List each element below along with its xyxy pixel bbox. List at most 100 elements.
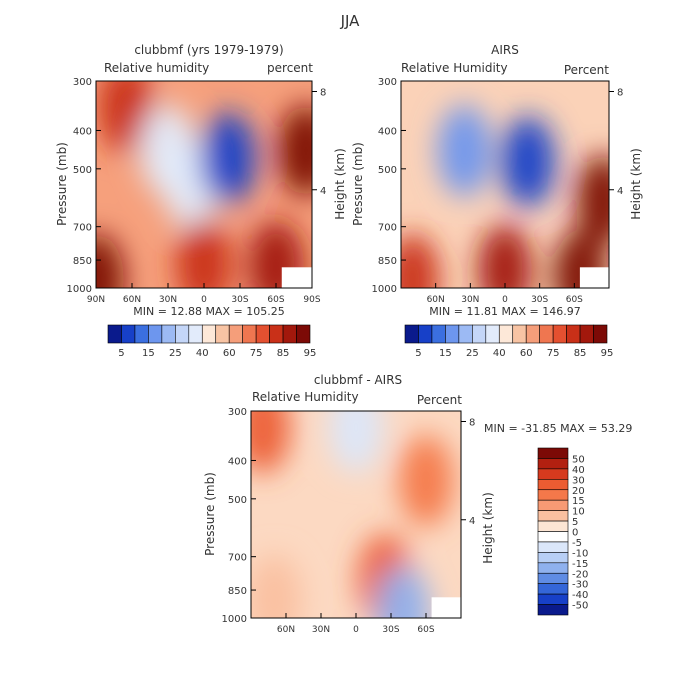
x-tick-label: 0 [353,625,359,635]
x-tick-label: 90S [303,295,320,305]
stats-text: MIN = 11.81 MAX = 146.97 [429,305,580,318]
y-right-tick-label: 4 [617,186,623,197]
contour-region [175,218,233,288]
missing-data-region [431,597,461,618]
contour-region [328,411,384,473]
colorbar-swatch [215,324,230,344]
colorbar-label: -20 [572,569,588,580]
y-tick-label: 300 [73,77,92,88]
colorbar-label: -30 [572,580,588,591]
colorbar-label: 50 [572,454,585,465]
x-tick-label: 60S [267,295,284,305]
x-tick-label: 60N [427,295,445,305]
y-axis-right-label: Height (km) [481,492,495,563]
colorbar-label: 30 [572,475,585,486]
y-tick-label: 500 [378,165,397,176]
y-tick-label: 850 [73,256,92,267]
x-tick-label: 30S [531,295,548,305]
y-axis-label: Pressure (mb) [55,142,69,226]
colorbar-label: 95 [304,348,317,359]
colorbar-swatch [537,520,569,532]
colorbar-swatch [539,324,554,344]
stats-text: MIN = 12.88 MAX = 105.25 [133,305,284,318]
panel-model: clubbmf (yrs 1979-1979) Relative humidit… [55,43,347,318]
y-tick-label: 400 [378,126,397,137]
y-tick-label: 700 [228,553,247,564]
contour-region [437,105,492,197]
colorbar-swatch [107,324,122,344]
colorbar-swatch [255,324,270,344]
colorbar-swatch [579,324,594,344]
contour-region [96,233,125,288]
contour-field [96,81,312,288]
colorbar-swatch [593,324,608,344]
colorbar-label: 0 [572,528,578,539]
y-right-tick-label: 4 [469,516,475,527]
colorbar-label: 40 [572,465,585,476]
y-tick-label: 500 [228,495,247,506]
panel-right-label: Percent [564,63,609,77]
y-tick-label: 400 [228,456,247,467]
colorbar-swatch [537,499,569,511]
missing-data-region [579,267,609,288]
x-tick-label: 60N [277,625,295,635]
x-tick-label: 90N [87,295,105,305]
colorbar-label: 5 [118,348,124,359]
colorbar-label: 40 [196,348,209,359]
y-tick-label: 300 [228,407,247,418]
x-tick-label: 30S [231,295,248,305]
x-tick-label: 0 [502,295,508,305]
y-tick-label: 700 [378,223,397,234]
colorbar-swatch [512,324,527,344]
y-axis-right-label: Height (km) [333,148,347,219]
colorbar-swatch [242,324,257,344]
y-axis-label: Pressure (mb) [351,142,365,226]
y-right-tick-label: 8 [320,88,326,99]
colorbar-swatch [537,541,569,553]
y-tick-label: 300 [378,77,397,88]
colorbar-swatch [148,324,163,344]
missing-data-region [281,267,312,288]
panel-title: clubbmf (yrs 1979-1979) [134,43,283,57]
contour-region [97,81,155,154]
colorbar-label: 85 [277,348,290,359]
colorbar-label: -5 [572,538,582,549]
panel-title: AIRS [491,43,519,57]
colorbar-label: 5 [415,348,421,359]
colorbar-swatch [201,324,217,344]
panel-observed: AIRS Relative Humidity Percent Pressure … [351,43,643,318]
colorbar-swatch [566,324,581,344]
y-tick-label: 1000 [67,284,92,295]
x-tick-label: 60N [123,295,141,305]
contour-region [199,112,257,204]
y-axis-label: Pressure (mb) [203,472,217,556]
colorbar-swatch [537,572,569,584]
y-tick-label: 1000 [372,284,397,295]
colorbar-label: 5 [572,517,578,528]
colorbar-swatch [175,324,190,344]
colorbar-swatch [445,324,460,344]
colorbar-label: 25 [169,348,182,359]
colorbars: 5 15 25 40 60 75 85 95 5 15 25 40 60 75 85 955040302015… [107,324,613,616]
y-tick-label: 700 [73,223,92,234]
colorbar-label: -50 [572,601,588,612]
colorbar-swatch [188,324,203,344]
colorbar-swatch [404,324,419,344]
panel-right-label: Percent [417,393,462,407]
x-tick-label: 30N [159,295,177,305]
colorbar-swatch [458,324,473,344]
y-tick-label: 850 [228,586,247,597]
colorbar-swatch [537,510,569,522]
contour-field [251,411,461,618]
colorbar-label: 15 [439,348,452,359]
colorbar-swatch [537,468,569,480]
x-tick-label: 30S [382,625,399,635]
contour-region [576,154,609,246]
panel-left-label: Relative humidity [104,61,209,75]
contour-region [375,565,430,618]
colorbar-swatch [537,552,569,564]
y-tick-label: 400 [73,126,92,137]
contour-field [401,81,609,288]
colorbar-swatch [431,324,446,344]
